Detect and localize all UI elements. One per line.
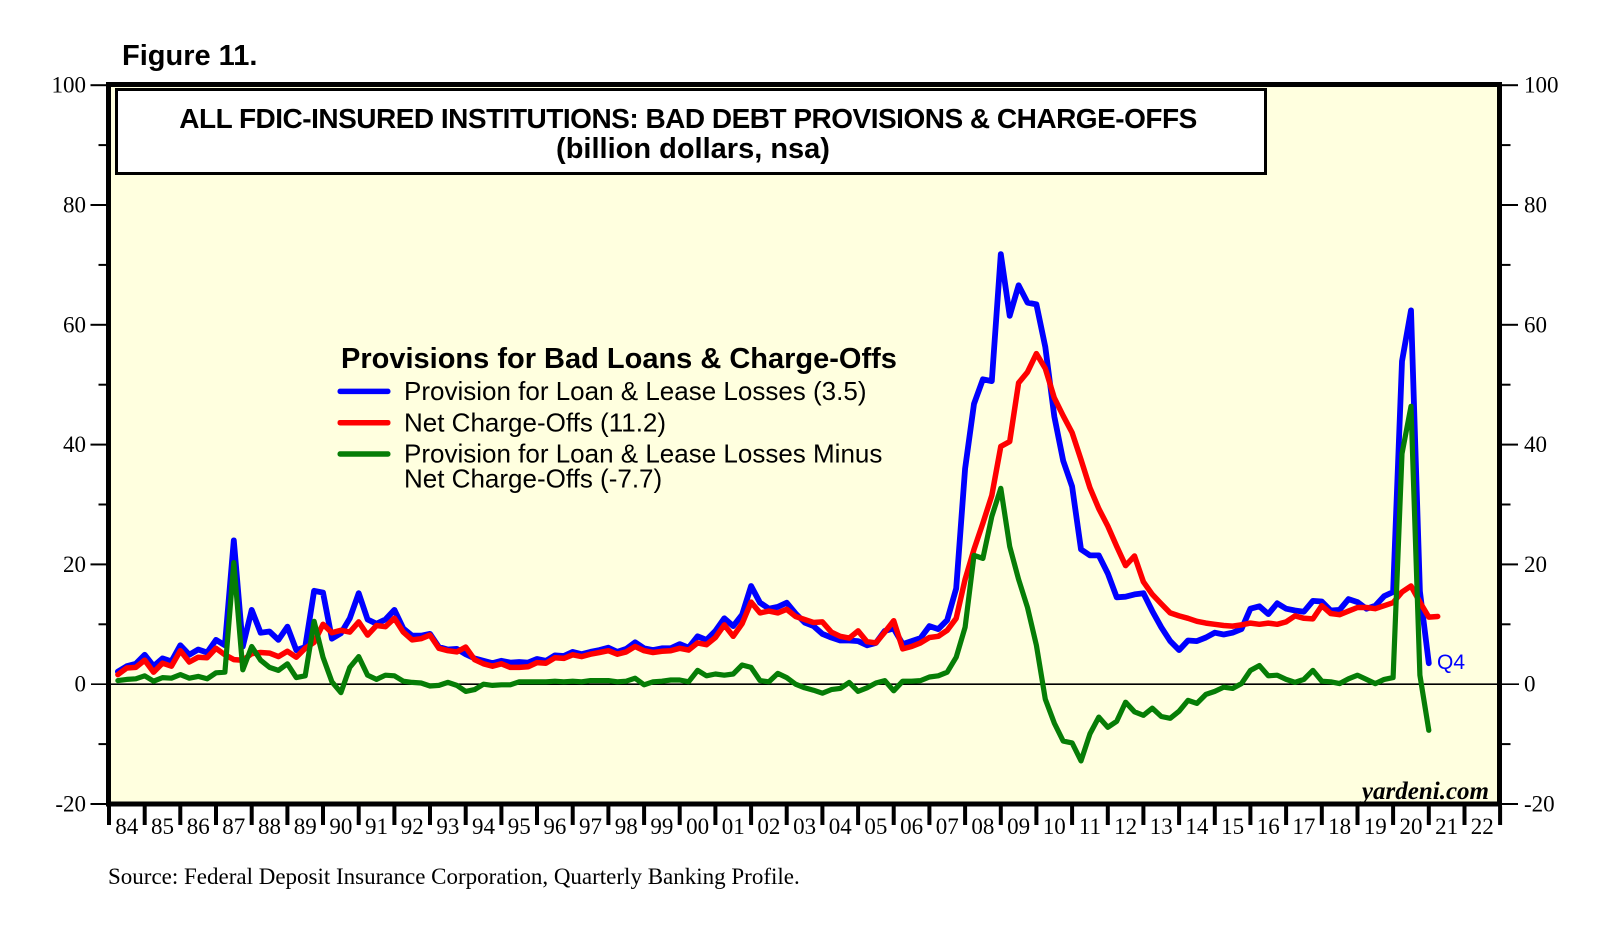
svg-text:94: 94 xyxy=(472,814,496,839)
svg-text:(billion dollars, nsa): (billion dollars, nsa) xyxy=(556,133,830,165)
svg-text:-20: -20 xyxy=(1524,792,1555,817)
svg-text:00: 00 xyxy=(686,814,709,839)
svg-text:84: 84 xyxy=(115,814,139,839)
svg-text:07: 07 xyxy=(936,814,959,839)
svg-text:40: 40 xyxy=(63,432,86,457)
svg-text:100: 100 xyxy=(52,73,87,98)
svg-text:20: 20 xyxy=(1524,552,1547,577)
svg-text:95: 95 xyxy=(508,814,531,839)
svg-text:Source: Federal Deposit Insura: Source: Federal Deposit Insurance Corpor… xyxy=(108,864,800,889)
svg-text:20: 20 xyxy=(63,552,86,577)
svg-text:80: 80 xyxy=(63,193,86,218)
svg-text:03: 03 xyxy=(793,814,816,839)
svg-text:98: 98 xyxy=(615,814,638,839)
svg-text:Q4: Q4 xyxy=(1437,651,1465,674)
svg-text:10: 10 xyxy=(1043,814,1066,839)
svg-text:Net Charge-Offs (-7.7): Net Charge-Offs (-7.7) xyxy=(404,463,662,493)
svg-text:80: 80 xyxy=(1524,193,1547,218)
svg-text:08: 08 xyxy=(971,814,994,839)
svg-text:88: 88 xyxy=(258,814,281,839)
svg-text:18: 18 xyxy=(1328,814,1351,839)
svg-text:97: 97 xyxy=(579,814,602,839)
svg-text:Provision for Loan & Lease Los: Provision for Loan & Lease Losses Minus xyxy=(404,439,882,469)
svg-text:85: 85 xyxy=(151,814,174,839)
svg-text:86: 86 xyxy=(187,814,210,839)
svg-text:02: 02 xyxy=(757,814,780,839)
svg-text:01: 01 xyxy=(722,814,745,839)
svg-text:Net Charge-Offs (11.2): Net Charge-Offs (11.2) xyxy=(404,407,666,437)
svg-text:100: 100 xyxy=(1524,73,1559,98)
svg-text:89: 89 xyxy=(294,814,317,839)
svg-text:16: 16 xyxy=(1257,814,1280,839)
svg-text:99: 99 xyxy=(650,814,673,839)
svg-text:13: 13 xyxy=(1150,814,1173,839)
svg-text:19: 19 xyxy=(1364,814,1387,839)
svg-text:90: 90 xyxy=(329,814,352,839)
svg-text:05: 05 xyxy=(864,814,887,839)
svg-text:21: 21 xyxy=(1435,814,1458,839)
svg-text:06: 06 xyxy=(900,814,923,839)
svg-text:96: 96 xyxy=(543,814,566,839)
svg-text:40: 40 xyxy=(1524,432,1547,457)
svg-text:91: 91 xyxy=(365,814,388,839)
svg-text:ALL FDIC-INSURED INSTITUTIONS:: ALL FDIC-INSURED INSTITUTIONS: BAD DEBT … xyxy=(179,103,1197,134)
svg-text:22: 22 xyxy=(1471,814,1494,839)
svg-text:14: 14 xyxy=(1185,814,1209,839)
svg-text:-20: -20 xyxy=(55,792,86,817)
svg-text:0: 0 xyxy=(1524,672,1536,697)
svg-text:92: 92 xyxy=(401,814,424,839)
svg-text:20: 20 xyxy=(1400,814,1423,839)
svg-text:Figure 11.: Figure 11. xyxy=(122,40,257,72)
svg-text:09: 09 xyxy=(1007,814,1030,839)
svg-text:15: 15 xyxy=(1221,814,1244,839)
svg-text:Provisions for Bad Loans & Cha: Provisions for Bad Loans & Charge-Offs xyxy=(341,343,897,375)
svg-text:12: 12 xyxy=(1114,814,1137,839)
svg-text:Provision for Loan & Lease Los: Provision for Loan & Lease Losses (3.5) xyxy=(404,376,866,406)
svg-text:0: 0 xyxy=(75,672,87,697)
svg-text:60: 60 xyxy=(1524,312,1547,337)
svg-text:87: 87 xyxy=(222,814,245,839)
svg-text:17: 17 xyxy=(1292,814,1315,839)
svg-text:11: 11 xyxy=(1079,814,1101,839)
svg-text:93: 93 xyxy=(436,814,459,839)
svg-text:60: 60 xyxy=(63,312,86,337)
svg-text:04: 04 xyxy=(829,814,853,839)
svg-text:yardeni.com: yardeni.com xyxy=(1359,778,1489,805)
